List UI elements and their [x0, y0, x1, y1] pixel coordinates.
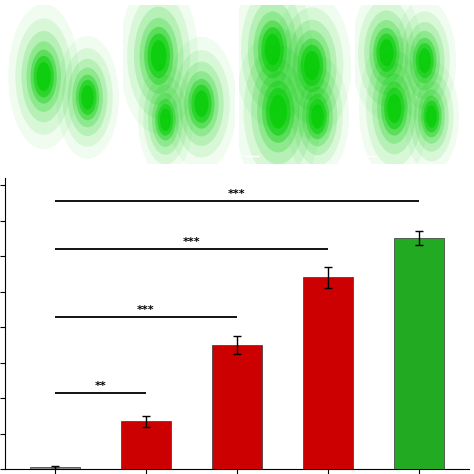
Text: **: **	[94, 381, 106, 391]
Text: ***: ***	[137, 305, 155, 315]
Text: ***: ***	[228, 189, 246, 199]
Bar	[394, 238, 444, 469]
Bar	[121, 421, 171, 469]
Bar	[30, 467, 80, 469]
Bar	[303, 277, 353, 469]
Text: ***: ***	[182, 237, 201, 247]
Bar	[212, 345, 262, 469]
